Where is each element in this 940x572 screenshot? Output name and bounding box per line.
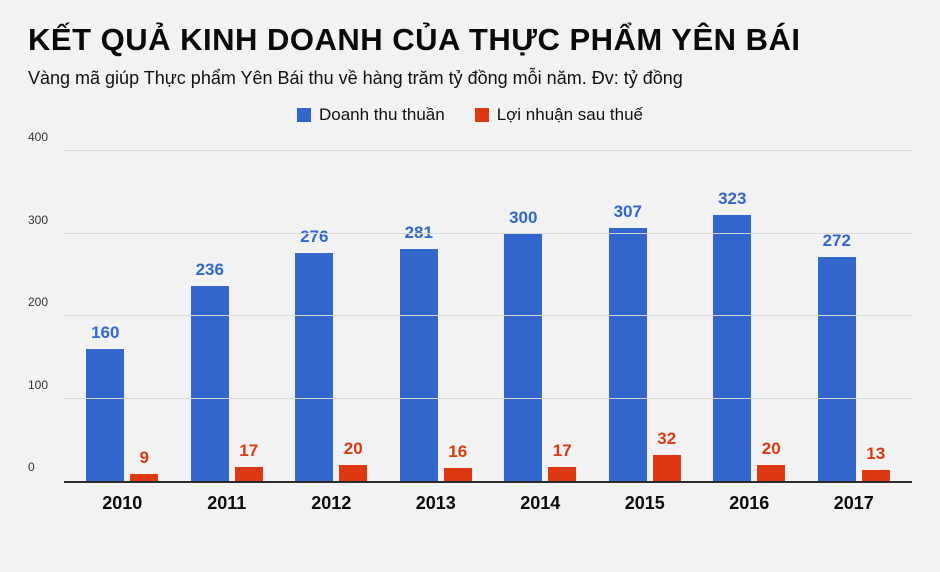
profit-bar-2017: [861, 470, 890, 481]
bar-wrap: 13: [861, 444, 890, 481]
profit-bar-2010: [130, 473, 159, 481]
bar-wrap: 272: [817, 230, 856, 481]
gridline-400: [64, 150, 912, 151]
bar-chart: 160 9 236 17 276 20 281 16 300 17 307 32 323 20 272 13 …: [28, 130, 912, 514]
bar-wrap: 9: [130, 447, 159, 481]
bar-value-label: 307: [613, 201, 642, 221]
x-axis-label-2010: 2010: [102, 493, 143, 513]
bar-value-label: 300: [509, 207, 538, 227]
bar-wrap: 323: [713, 188, 752, 481]
revenue-bar-2013: [399, 249, 438, 481]
y-tick-label: 400: [28, 130, 49, 144]
bar-value-label: 17: [239, 440, 259, 460]
bar-wrap: 20: [757, 438, 786, 481]
x-axis-label-2011: 2011: [207, 493, 247, 513]
revenue-bar-2014: [504, 233, 543, 481]
profit-bar-2016: [757, 464, 786, 481]
y-tick-label: 200: [28, 295, 49, 309]
bar-wrap: 17: [548, 440, 577, 481]
profit-bar-2011: [234, 466, 263, 481]
bar-value-label: 276: [300, 227, 329, 247]
bar-value-label: 236: [195, 260, 224, 280]
x-axis-label-2014: 2014: [520, 493, 561, 513]
bar-group-2015: 307 32: [593, 202, 698, 481]
profit-bar-2013: [443, 467, 472, 481]
x-axis-label-2012: 2012: [311, 493, 352, 513]
y-tick-label: 0: [28, 460, 35, 474]
revenue-bar-2017: [817, 256, 856, 481]
bar-wrap: 17: [234, 440, 263, 481]
gridline-100: [64, 397, 912, 399]
y-tick-label: 300: [28, 212, 49, 227]
bar-wrap: 236: [190, 260, 229, 481]
bar-value-label: 272: [822, 230, 851, 250]
bar-value-label: 20: [343, 438, 363, 458]
bar-group-2016: 323 20: [697, 189, 802, 481]
bar-wrap: 281: [399, 223, 438, 481]
bar-group-2010: 160 9: [70, 323, 175, 481]
bar-value-label: 9: [139, 447, 149, 467]
revenue-bar-2016: [713, 214, 752, 481]
bar-group-2012: 276 20: [279, 227, 384, 481]
bar-group-2014: 300 17: [488, 207, 593, 481]
legend-swatch-icon: [296, 108, 311, 122]
bar-wrap: 307: [608, 201, 647, 481]
plot-area: 160 9 236 17 276 20 281 16 300 17 307 32 323 20 272 13 …: [28, 130, 912, 483]
bar-wrap: 160: [86, 323, 125, 481]
legend-label: Lợi nhuận sau thuế: [496, 105, 644, 124]
chart-page: KẾT QUẢ KINH DOANH CỦA THỰC PHẨM YÊN BÁI…: [28, 22, 912, 514]
x-axis-label-2017: 2017: [833, 493, 874, 513]
legend-label: Doanh thu thuần: [318, 105, 445, 124]
bar-group-2011: 236 17: [175, 260, 280, 481]
bar-value-label: 323: [718, 188, 747, 208]
x-axis-label-2013: 2013: [415, 493, 456, 513]
bar-value-label: 160: [91, 323, 120, 342]
bar-value-label: 13: [866, 444, 886, 464]
revenue-bar-2011: [190, 286, 229, 481]
profit-bar-2014: [548, 466, 577, 481]
bar-group-2013: 281 16: [384, 223, 489, 481]
bar-value-label: 20: [761, 438, 781, 458]
bar-value-label: 32: [657, 428, 677, 448]
bar-wrap: 276: [295, 227, 334, 481]
gridline-300: [64, 232, 912, 234]
legend-item-0: Doanh thu thuần: [296, 105, 445, 125]
x-axis-labels: 2010 2011 2012 2013 2014 2015 2016 2017: [64, 483, 912, 514]
chart-subtitle: Vàng mã giúp Thực phẩm Yên Bái thu về hà…: [28, 68, 683, 88]
profit-bar-2015: [652, 454, 681, 481]
x-axis-label-2016: 2016: [729, 493, 770, 513]
revenue-bar-2012: [295, 253, 334, 481]
bar-value-label: 17: [552, 440, 572, 460]
legend-item-1: Lợi nhuận sau thuế: [474, 105, 644, 125]
x-axis-label-2015: 2015: [624, 493, 665, 513]
gridline-200: [64, 315, 912, 316]
bar-wrap: 20: [339, 438, 368, 481]
revenue-bar-2015: [608, 227, 647, 481]
revenue-bar-2010: [86, 349, 125, 481]
bar-wrap: 32: [652, 428, 681, 481]
legend-swatch-icon: [474, 108, 489, 122]
bar-group-2017: 272 13: [802, 231, 907, 481]
bar-wrap: 300: [504, 207, 543, 481]
bars-container: 160 9 236 17 276 20 281 16 300 17 307 32 323 20 272 13: [70, 151, 906, 481]
bar-value-label: 16: [448, 441, 468, 461]
chart-title: KẾT QUẢ KINH DOANH CỦA THỰC PHẨM YÊN BÁI: [28, 22, 801, 57]
y-tick-label: 100: [28, 377, 49, 392]
bar-wrap: 16: [443, 441, 472, 481]
profit-bar-2012: [339, 464, 368, 481]
chart-legend: Doanh thu thuần Lợi nhuận sau thuế: [28, 105, 912, 125]
